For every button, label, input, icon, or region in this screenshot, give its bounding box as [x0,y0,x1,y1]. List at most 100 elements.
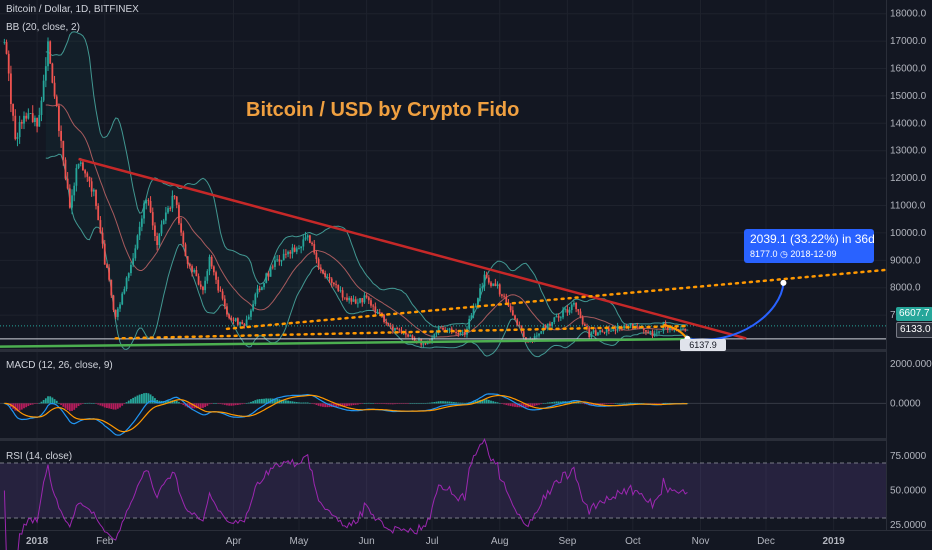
candle-body [391,326,394,331]
candle-body [278,259,281,262]
macd-histogram-bar [221,403,224,405]
macd-histogram-bar [38,402,41,404]
candle-body [586,326,588,328]
macd-histogram-bar [280,399,283,404]
macd-histogram-bar [623,402,626,404]
symbol-title: Bitcoin / Dollar, 1D, BITFINEX [6,4,139,15]
macd-histogram-bar [418,403,420,404]
measure-target-date: 2018-12-09 [790,249,837,259]
candle-body [636,326,639,328]
candle-body [228,314,231,319]
time-tick-label: May [290,536,309,547]
macd-histogram-bar [459,402,462,404]
macd-histogram-bar [653,403,656,404]
price-tick-label: 15000.0 [890,91,927,102]
macd-histogram-bar [367,402,370,404]
bb-legend[interactable]: BB (20, close, 2) [6,22,80,33]
candle-body [590,332,593,338]
candle-body [254,294,257,305]
candle-body [588,327,591,338]
macd-histogram-bar [531,403,534,407]
macd-histogram-bar [315,403,318,405]
resistance-trendline [78,157,747,340]
candle-body [516,319,519,326]
macd-histogram-bar [503,403,506,405]
candle-body [282,253,285,261]
macd-histogram-bar [429,402,431,404]
candle-body [603,331,606,333]
macd-histogram-bar [370,403,372,404]
macd-histogram-bar [389,403,392,405]
candle-body [378,311,381,313]
macd-histogram-bar [442,401,444,404]
candle-body [234,318,237,321]
macd-histogram-bar [263,398,265,404]
candle-body [193,269,196,272]
macd-histogram-bar [409,403,412,404]
macd-histogram-bar [147,393,150,404]
candle-body [180,223,183,233]
candle-body [684,328,687,331]
candle-body [581,317,584,325]
macd-histogram-bar [413,403,416,404]
macd-histogram-bar [501,403,503,404]
candle-body [594,330,597,336]
price-range-measure[interactable]: 2039.1 (33.22%) in 36d 8177.0 ◷ 2018-12-… [744,229,875,263]
macd-histogram-bar [110,403,113,409]
macd-histogram-bar [167,400,169,404]
candle-body [311,242,313,245]
rsi-tick-label: 75.0000 [890,451,927,462]
candle-body [459,332,462,335]
candle-body [284,253,287,255]
macd-histogram-bar [655,403,658,404]
macd-histogram-bar [29,403,32,405]
rsi-legend[interactable]: RSI (14, close) [6,451,72,462]
macd-histogram-bar [568,401,571,404]
candle-body [116,308,119,317]
macd-histogram-bar [195,403,198,409]
macd-histogram-bar [199,403,202,409]
candle-body [232,319,235,321]
candle-body [53,82,56,97]
candle-body [398,329,401,331]
candle-body [147,200,150,202]
macd-histogram-bar [625,402,628,404]
macd-histogram-bar [302,402,305,404]
macd-histogram-bar [130,399,132,404]
candle-body [18,122,21,138]
symbol-legend[interactable]: Bitcoin / Dollar, 1D, BITFINEX [6,4,139,15]
candle-body [143,203,145,219]
candle-body [92,189,95,192]
macd-histogram-bar [374,403,377,404]
macd-histogram-bar [44,398,47,404]
macd-histogram-bar [77,403,80,407]
pane-divider-rsi[interactable] [0,438,886,441]
candle-body [424,343,427,345]
price-axis-border [886,0,887,530]
macd-histogram-bar [590,403,593,406]
candle-body [610,330,612,332]
macd-histogram-bar [507,403,510,406]
macd-histogram-bar [84,403,87,404]
candle-body [640,328,643,329]
candle-body [350,298,353,302]
macd-histogram-bar [241,403,244,405]
macd-histogram-bar [140,393,143,404]
price-tick-label: 10000.0 [890,228,927,239]
candle-body [394,328,396,331]
macd-legend[interactable]: MACD (12, 26, close, 9) [6,360,113,371]
candle-body [55,96,58,106]
candle-body [140,218,143,227]
macd-title: MACD (12, 26, close, 9) [6,360,113,371]
candle-body [324,273,327,278]
macd-histogram-bar [254,400,257,404]
macd-histogram-bar [123,403,126,405]
pane-divider-macd[interactable] [0,349,886,352]
macd-histogram-bar [326,403,329,408]
candle-body [405,332,407,335]
macd-histogram-bar [411,403,414,404]
macd-tick-label: 0.0000 [890,398,921,409]
macd-histogram-bar [274,398,276,404]
macd-histogram-bar [34,403,36,404]
